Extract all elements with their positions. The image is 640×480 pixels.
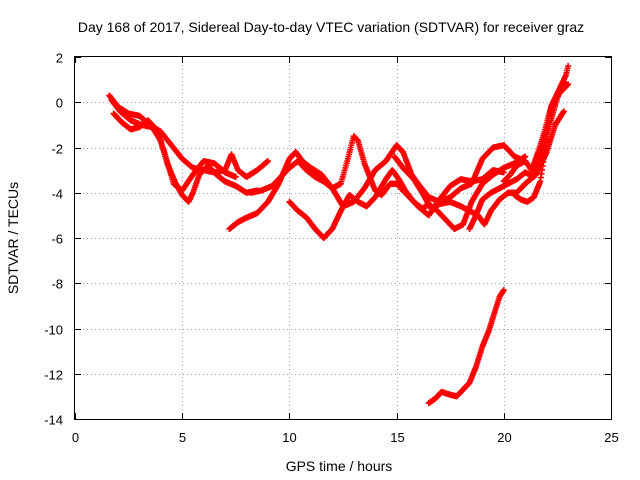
data-point <box>565 81 572 88</box>
y-tick-label: -10 <box>44 323 63 338</box>
data-point <box>232 173 239 180</box>
plot-frame <box>74 56 612 420</box>
data-point <box>542 141 549 148</box>
data-point <box>542 146 549 153</box>
y-tick-label: -14 <box>44 413 63 428</box>
y-tick-label: -12 <box>44 368 63 383</box>
y-tick-label: 0 <box>56 96 63 111</box>
x-tick-label: 0 <box>72 430 79 445</box>
data-point <box>541 151 548 158</box>
series-track-7 <box>391 108 567 228</box>
y-tick-label: -2 <box>51 142 63 157</box>
x-tick-label: 10 <box>282 430 296 445</box>
y-axis-label: SDTVAR / TECUs <box>5 182 21 294</box>
x-tick-label: 5 <box>179 430 186 445</box>
chart-title: Day 168 of 2017, Sidereal Day-to-day VTE… <box>78 19 584 35</box>
x-tick-label: 20 <box>497 430 511 445</box>
series-track-5 <box>247 142 529 210</box>
series-track-11 <box>425 287 507 407</box>
y-tick-label: -8 <box>51 277 63 292</box>
x-tick-label: 15 <box>390 430 404 445</box>
series-track-3 <box>110 110 239 194</box>
y-tick-label: 2 <box>56 51 63 66</box>
data-point <box>543 136 550 143</box>
series-track-1 <box>106 92 271 180</box>
data-point <box>500 287 507 294</box>
y-tick-label: -4 <box>51 187 63 202</box>
series-track-10 <box>511 81 572 205</box>
grid <box>75 57 611 419</box>
data-point <box>264 158 271 165</box>
x-tick-label: 25 <box>604 430 618 445</box>
y-tick-label: -6 <box>51 232 63 247</box>
data-points <box>106 63 572 407</box>
x-axis-label: GPS time / hours <box>286 458 393 474</box>
data-point <box>560 108 567 115</box>
data-point <box>565 63 572 70</box>
